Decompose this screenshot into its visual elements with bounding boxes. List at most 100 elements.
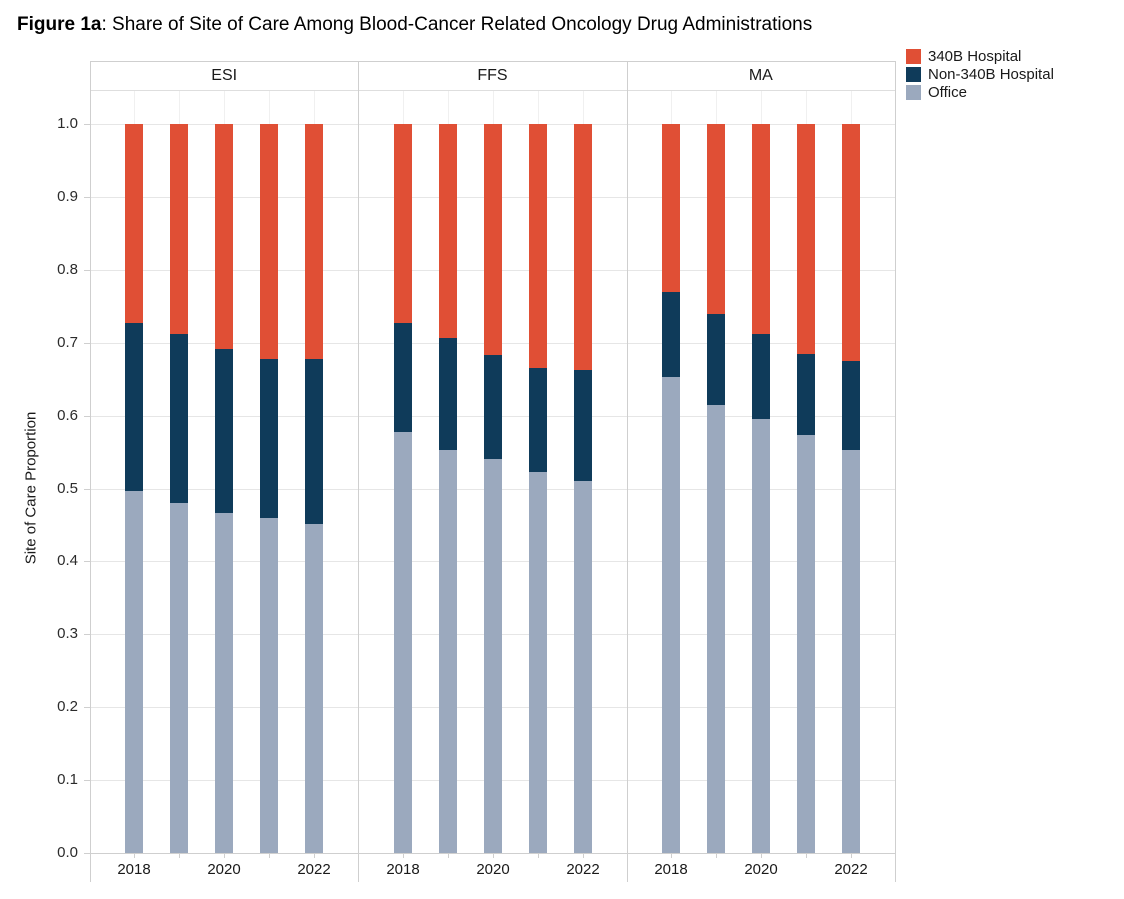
bar-ffs-2022-office [574,481,592,853]
y-axis-tick [84,780,90,781]
bar-ffs-2021-non-340b-hospital [529,368,547,472]
legend-label: Non-340B Hospital [928,66,1054,83]
figure-title: Figure 1a: Share of Site of Care Among B… [17,14,812,37]
x-tick-label: 2022 [297,861,331,878]
panel-divider [895,61,896,882]
legend-item-340b-hospital: 340B Hospital [906,48,1054,65]
legend-swatch-non-340b-hospital [906,67,921,82]
x-tick-label: 2018 [386,861,420,878]
x-axis-tick [134,853,135,858]
x-axis-tick [448,853,449,858]
bar-ma-2019-340b-hospital [707,124,725,314]
bar-esi-2019-office [170,503,188,853]
bar-ma-2021-non-340b-hospital [797,354,815,435]
bar-ma-2020-340b-hospital [752,124,770,334]
panel-divider [627,61,628,882]
x-axis-tick [671,853,672,858]
y-tick-label: 0.1 [57,771,78,788]
bar-ffs-2018-office [394,432,412,853]
y-tick-label: 0.0 [57,844,78,861]
x-axis-tick [716,853,717,858]
x-tick-label: 2020 [476,861,510,878]
y-axis-tick [84,270,90,271]
figure-title-prefix: Figure 1a [17,14,102,35]
bar-ffs-2019-non-340b-hospital [439,338,457,450]
bar-ma-2018-340b-hospital [662,124,680,292]
bar-ffs-2020-non-340b-hospital [484,355,502,459]
bar-esi-2020-office [215,513,233,853]
bar-ma-2022-340b-hospital [842,124,860,361]
x-axis-tick [224,853,225,858]
x-axis-tick [806,853,807,858]
panel-label-esi: ESI [211,67,238,84]
bar-ma-2022-office [842,450,860,853]
x-axis-tick [269,853,270,858]
legend-swatch-340b-hospital [906,49,921,64]
x-axis-tick [179,853,180,858]
bar-ma-2018-non-340b-hospital [662,292,680,377]
y-axis-tick [84,124,90,125]
legend: 340B Hospital Non-340B Hospital Office [906,48,1054,103]
bar-ffs-2019-office [439,450,457,853]
legend-swatch-office [906,85,921,100]
bar-esi-2020-non-340b-hospital [215,349,233,513]
bar-esi-2018-non-340b-hospital [125,323,143,491]
bar-ffs-2019-340b-hospital [439,124,457,338]
y-tick-label: 0.4 [57,552,78,569]
y-axis-line [90,61,91,882]
bar-ffs-2020-340b-hospital [484,124,502,355]
bar-esi-2019-340b-hospital [170,124,188,334]
x-tick-label: 2020 [744,861,778,878]
y-axis-tick [84,853,90,854]
bar-ffs-2020-office [484,459,502,853]
bar-esi-2021-non-340b-hospital [260,359,278,518]
bar-esi-2018-office [125,491,143,853]
legend-item-office: Office [906,84,1054,101]
y-axis-tick [84,416,90,417]
bar-ma-2019-non-340b-hospital [707,314,725,405]
x-axis-line [90,853,895,854]
y-tick-label: 0.5 [57,480,78,497]
strip-bottom-border [90,90,895,91]
y-axis-tick [84,707,90,708]
x-tick-label: 2022 [566,861,600,878]
bar-ffs-2022-340b-hospital [574,124,592,370]
legend-label: Office [928,84,967,101]
legend-label: 340B Hospital [928,48,1022,65]
x-tick-label: 2022 [834,861,868,878]
bar-ma-2018-office [662,377,680,853]
bar-esi-2022-340b-hospital [305,124,323,359]
y-axis-tick [84,343,90,344]
bar-ma-2021-office [797,435,815,853]
bar-ma-2020-office [752,419,770,853]
x-axis-tick [851,853,852,858]
y-tick-label: 1.0 [57,115,78,132]
bar-esi-2022-non-340b-hospital [305,359,323,524]
y-tick-label: 0.8 [57,261,78,278]
bar-ma-2022-non-340b-hospital [842,361,860,450]
bar-esi-2019-non-340b-hospital [170,334,188,503]
bar-ffs-2018-340b-hospital [394,124,412,323]
x-axis-tick [403,853,404,858]
bar-esi-2020-340b-hospital [215,124,233,349]
bar-ma-2020-non-340b-hospital [752,334,770,419]
bar-esi-2021-340b-hospital [260,124,278,359]
panel-label-ma: MA [748,67,773,84]
bar-ffs-2022-non-340b-hospital [574,370,592,481]
y-axis-tick [84,489,90,490]
panel-divider [358,61,359,882]
bar-ma-2021-340b-hospital [797,124,815,354]
y-axis-tick [84,561,90,562]
bar-esi-2018-340b-hospital [125,124,143,323]
bar-ffs-2021-office [529,472,547,853]
bar-ffs-2018-non-340b-hospital [394,323,412,432]
panel-label-ffs: FFS [477,67,508,84]
y-axis-tick [84,197,90,198]
figure-title-rest: : Share of Site of Care Among Blood-Canc… [101,14,813,35]
legend-item-non-340b-hospital: Non-340B Hospital [906,66,1054,83]
x-tick-label: 2018 [654,861,688,878]
x-axis-tick [314,853,315,858]
x-axis-tick [761,853,762,858]
x-axis-tick [493,853,494,858]
